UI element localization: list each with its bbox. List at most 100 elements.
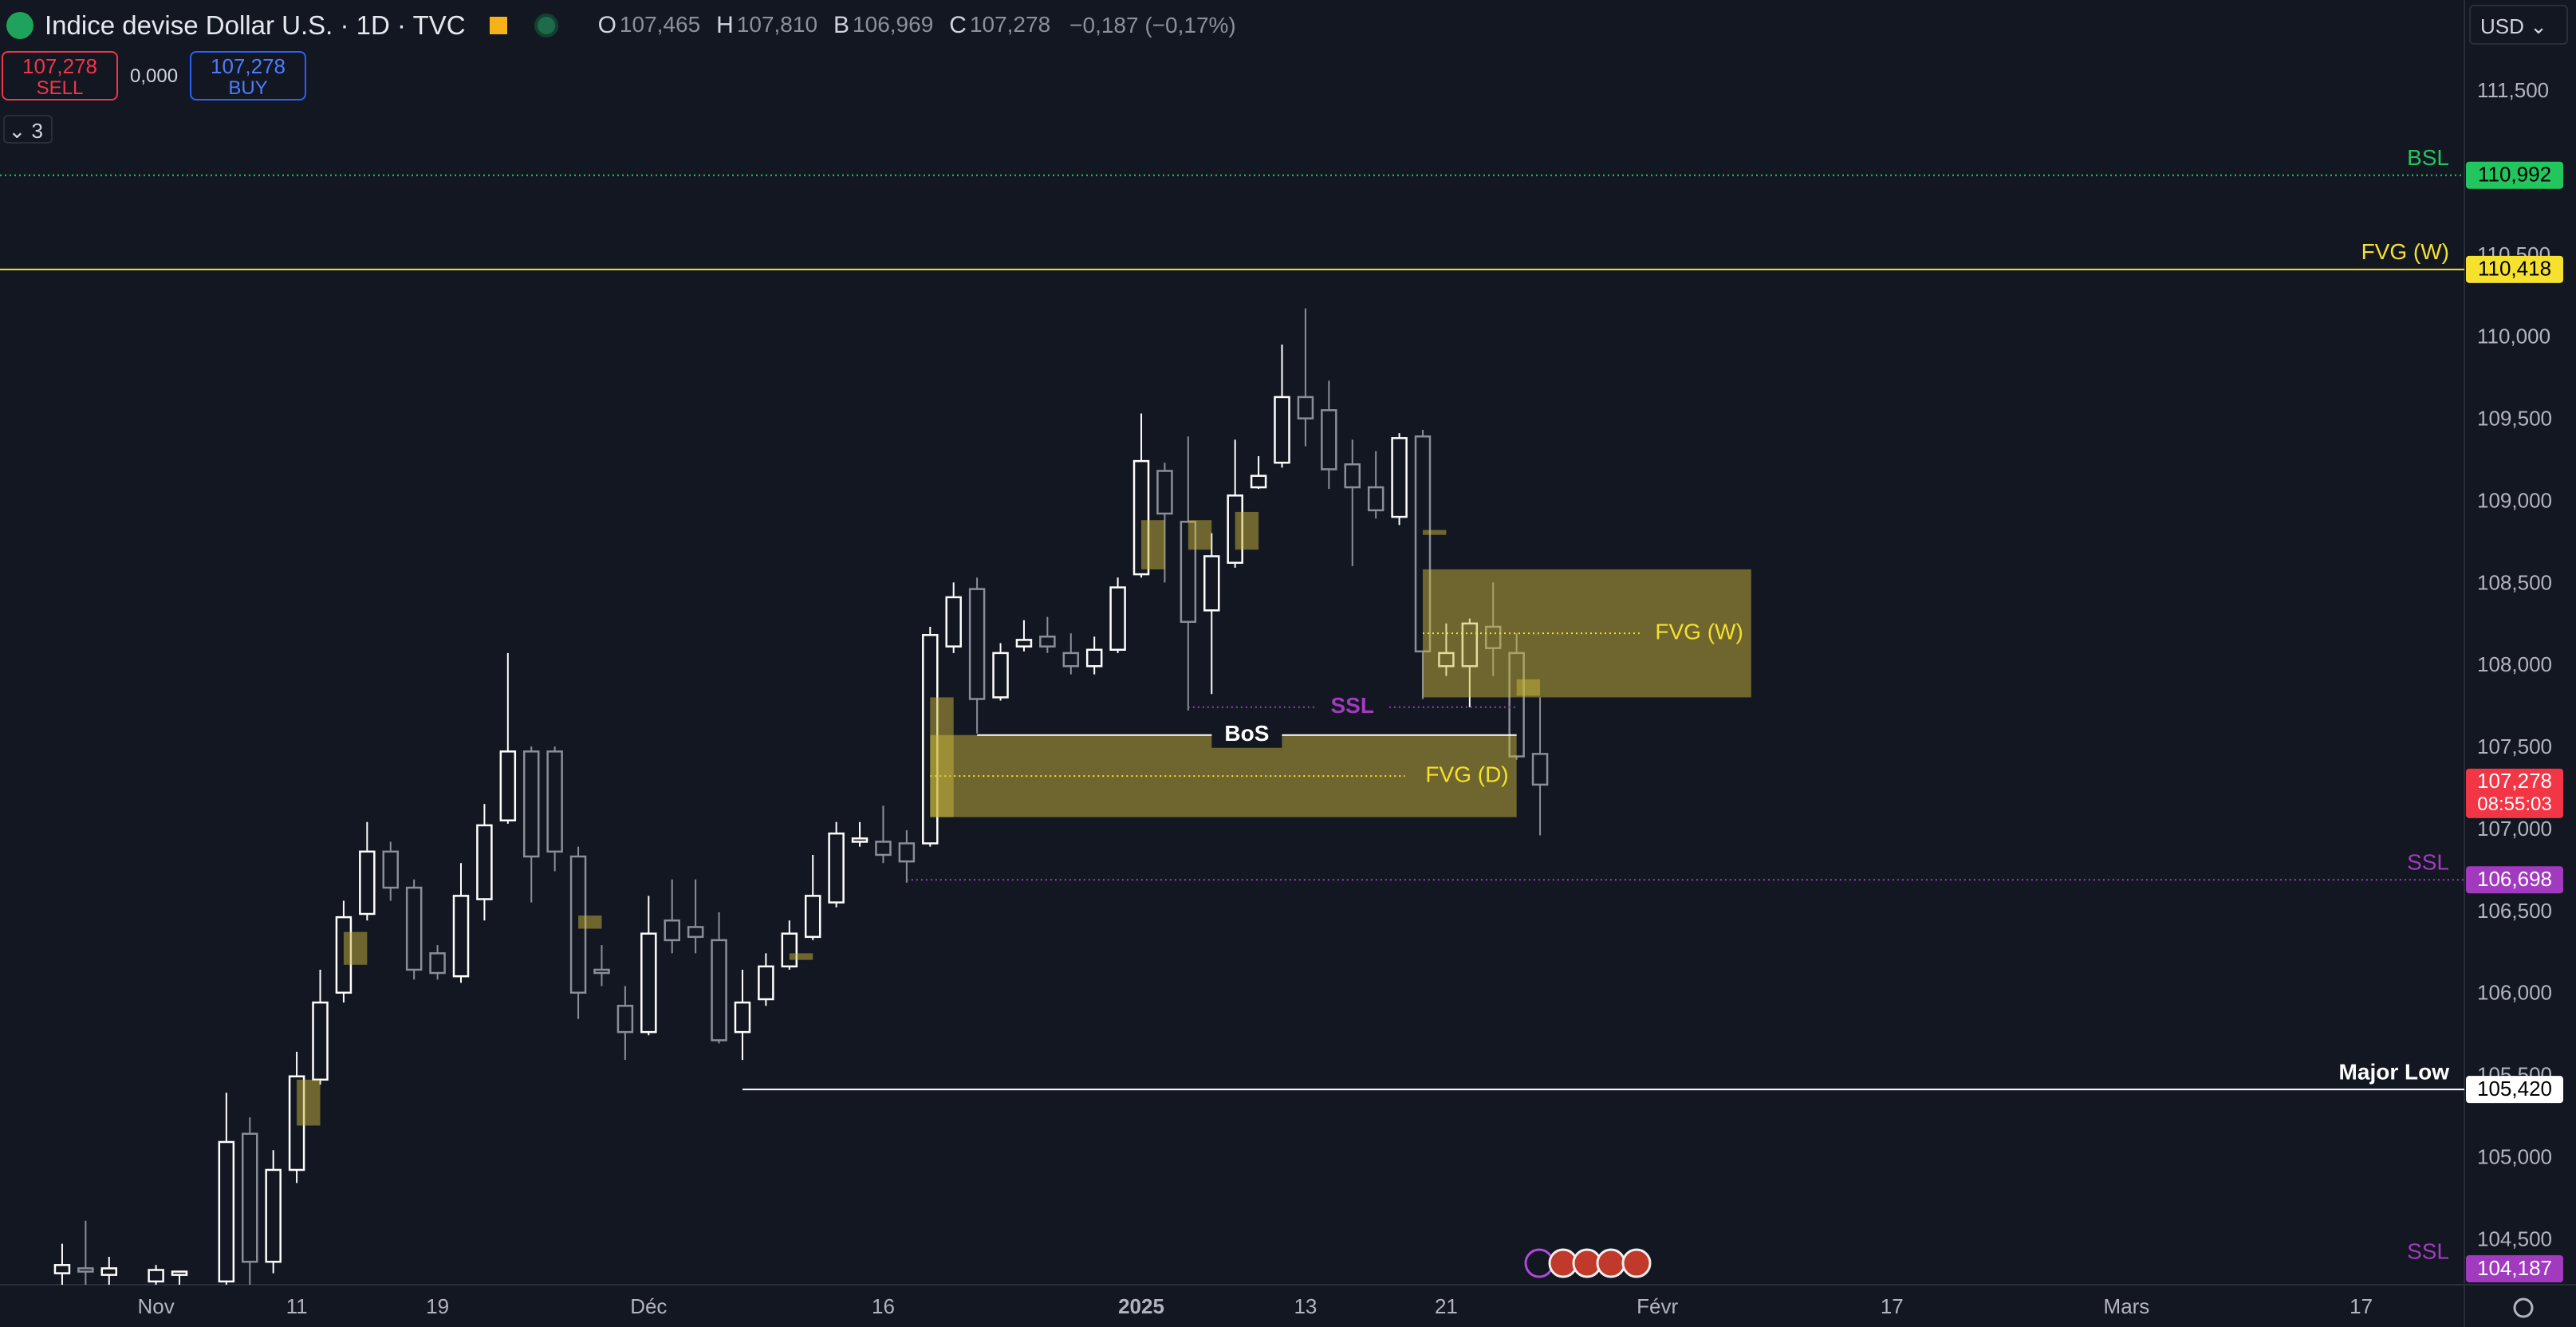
label-bg	[1211, 722, 1282, 748]
y-tick-label: 108,000	[2477, 652, 2552, 676]
x-tick-label: Nov	[137, 1294, 174, 1318]
last-price-tag	[2466, 768, 2563, 818]
x-tick-label: 19	[426, 1294, 449, 1318]
candle-body	[664, 919, 680, 942]
y-tick-label: 110,000	[2477, 325, 2550, 348]
candle-body	[851, 837, 869, 843]
price-tag	[2466, 161, 2563, 189]
candle-body	[758, 965, 774, 1001]
candle-body	[312, 1001, 329, 1081]
candle-body	[148, 1269, 164, 1283]
candle-body	[1321, 409, 1337, 471]
ohlc-key: O	[597, 12, 616, 38]
currency-select[interactable]: USD ⌄	[2469, 5, 2568, 45]
candle-body	[640, 932, 657, 1034]
candle-body	[429, 952, 446, 975]
fvg-zone	[1188, 520, 1212, 550]
level-label: FVG (W)	[2361, 239, 2449, 264]
candle-body	[1274, 396, 1290, 464]
y-tick-label: 109,500	[2477, 407, 2552, 431]
ohlc-value: 107,810	[736, 12, 818, 37]
sell-label: SELL	[36, 77, 84, 99]
candle-body	[452, 895, 470, 978]
x-tick-label: 16	[872, 1294, 895, 1318]
candle-body	[242, 1132, 258, 1263]
y-tick-label: 106,500	[2477, 899, 2552, 923]
x-tick-label: 21	[1435, 1294, 1458, 1318]
fvg-zone	[1235, 511, 1259, 550]
y-tick-label: 107,000	[2477, 817, 2552, 841]
indicator-count: 3	[31, 119, 43, 143]
price-tag	[2466, 255, 2563, 283]
price-tag-label: 104,187	[2477, 1256, 2552, 1280]
y-tick-label: 108,500	[2477, 570, 2552, 594]
flag-icon	[489, 17, 507, 34]
candle-body	[499, 750, 517, 821]
ohlc-key: B	[833, 12, 850, 38]
symbol-header: Indice devise Dollar U.S. · 1D · TVC O 10…	[6, 8, 1236, 43]
fvg-zone	[930, 697, 954, 817]
sell-button[interactable]: 107,278 SELL	[2, 51, 118, 100]
y-tick-label: 109,000	[2477, 488, 2552, 512]
price-tag-label: 106,698	[2477, 867, 2552, 891]
candle-body	[687, 926, 704, 939]
candle-body	[171, 1270, 188, 1276]
candle-body	[992, 652, 1009, 699]
symbol-icon	[6, 12, 33, 39]
x-tick-label: 17	[1881, 1294, 1904, 1318]
candle-body	[53, 1264, 71, 1274]
price-tag-label: 105,420	[2477, 1077, 2552, 1101]
candle-body	[382, 850, 400, 889]
level-label: BSL	[2407, 145, 2449, 170]
ohlc-key: C	[949, 12, 967, 38]
candle-body	[1015, 639, 1033, 648]
candle-body	[875, 841, 892, 856]
plot-area: FVG (D) FVG (W) BoS SSL	[0, 174, 2464, 1285]
candle-body	[616, 1004, 634, 1034]
zone-label: FVG (D)	[1425, 762, 1508, 787]
zone-label: FVG (W)	[1655, 620, 1743, 644]
candle-body	[405, 886, 423, 971]
y-tick-label: 106,000	[2477, 981, 2552, 1005]
level-label: SSL	[2407, 850, 2449, 875]
candle-body	[945, 596, 962, 648]
fvg-zone	[1516, 679, 1541, 696]
price-tag	[2466, 866, 2563, 894]
candle-body	[1039, 636, 1056, 648]
candle-body	[1203, 555, 1220, 612]
candle-body	[781, 932, 798, 968]
fvg-zone	[578, 916, 602, 929]
ohlc-value: 107,465	[619, 12, 701, 37]
y-tick-label: 105,000	[2477, 1144, 2552, 1168]
buy-button[interactable]: 107,278 BUY	[190, 51, 306, 100]
countdown: 08:55:03	[2477, 793, 2551, 815]
candle-body	[828, 832, 845, 904]
candle-body	[77, 1267, 94, 1273]
fvg-zone	[1422, 530, 1447, 535]
indicators-toggle[interactable]: ⌄ 3	[3, 115, 53, 144]
label-bg	[1317, 694, 1388, 720]
ohlc-key: H	[716, 12, 734, 38]
y-tick-label: 104,500	[2477, 1227, 2552, 1250]
x-tick-label: Mars	[2104, 1294, 2150, 1318]
fvg-zone	[297, 1079, 321, 1126]
currency: USD	[2480, 14, 2524, 38]
candle-body	[1085, 648, 1103, 667]
change: −0,187 (−0,17%)	[1069, 13, 1236, 37]
spread: 0,000	[130, 65, 179, 87]
structure-label: SSL	[1331, 693, 1374, 718]
x-tick-label: 13	[1294, 1294, 1317, 1318]
buy-price: 107,278	[211, 54, 286, 78]
candle-body	[1109, 586, 1126, 652]
symbol-title[interactable]: Indice devise Dollar U.S. · 1D · TVC	[45, 10, 466, 40]
candle-body	[711, 939, 727, 1042]
candle-body	[1367, 486, 1385, 512]
status-dot	[534, 14, 558, 37]
candle-body	[968, 588, 986, 700]
event-icon	[1621, 1248, 1652, 1278]
candle-body	[1297, 396, 1314, 419]
last-price: 107,278	[2477, 769, 2552, 793]
price-tag-label: 110,992	[2478, 163, 2551, 187]
